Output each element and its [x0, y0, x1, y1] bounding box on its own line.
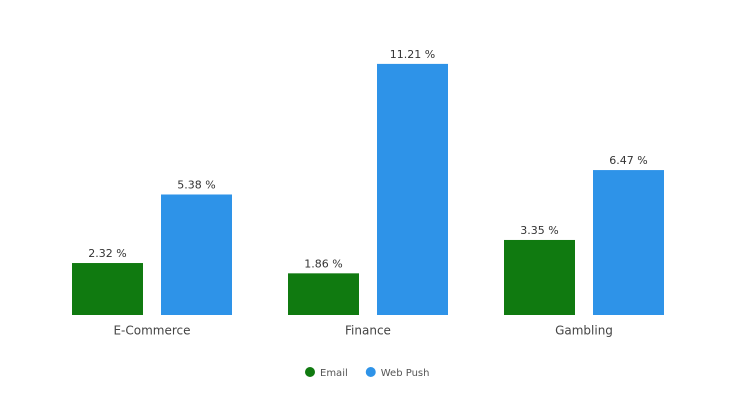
x-tick-label: E-Commerce [113, 324, 190, 338]
value-label: 6.47 % [609, 154, 647, 167]
value-label: 3.35 % [520, 224, 558, 237]
value-label: 5.38 % [177, 178, 215, 191]
legend-marker[interactable] [305, 367, 315, 377]
bar [288, 273, 359, 315]
legend-label[interactable]: Web Push [381, 368, 430, 379]
x-tick-label: Gambling [555, 324, 613, 338]
bar [504, 239, 575, 315]
bar [72, 263, 143, 315]
legend-label[interactable]: Email [320, 368, 348, 379]
x-tick-label: Finance [345, 324, 391, 338]
legend-marker[interactable] [365, 367, 376, 377]
bar [161, 194, 232, 315]
bar [377, 63, 448, 316]
value-label: 11.21 % [390, 48, 435, 61]
bar [593, 170, 664, 315]
value-label: 2.32 % [88, 247, 126, 260]
value-label: 1.86 % [304, 257, 342, 270]
